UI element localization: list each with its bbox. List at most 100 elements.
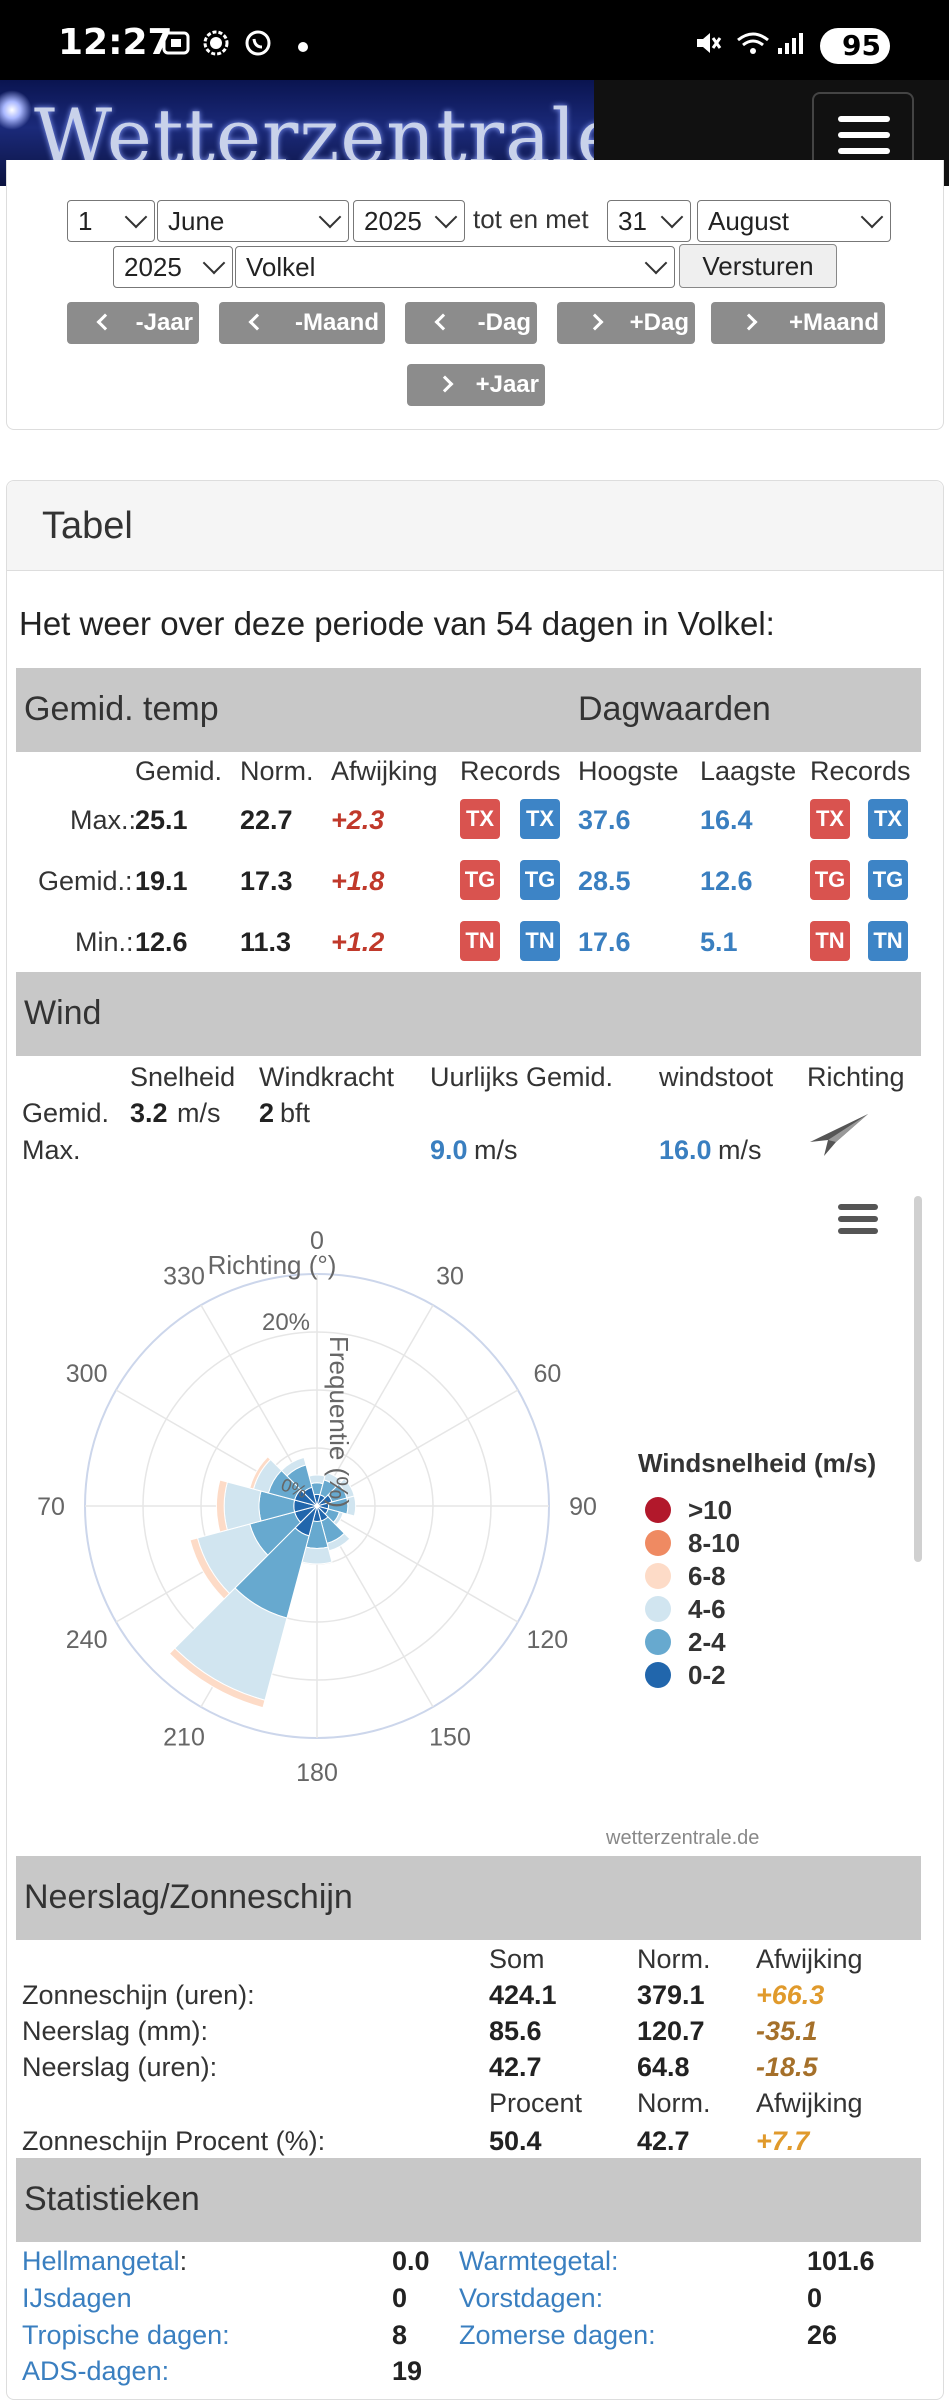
legend-label: 0-2 [688, 1660, 726, 1690]
max-lowest[interactable]: 16.4 [700, 805, 753, 835]
sun-pct-norm: 42.7 [637, 2126, 690, 2156]
chevron-left-icon [96, 313, 114, 331]
avg-highest[interactable]: 28.5 [578, 866, 631, 896]
ijs-link[interactable]: IJsdagen [22, 2283, 132, 2313]
zomer-link[interactable]: Zomerse dagen: [459, 2320, 656, 2350]
warmte-link[interactable]: Warmtegetal: [459, 2246, 619, 2276]
record-low-badge[interactable]: TN [520, 921, 560, 961]
wind-max-gust[interactable]: 16.0 [659, 1135, 712, 1165]
from-year-select[interactable]: 2025 [353, 200, 465, 242]
record-low-badge[interactable]: TN [868, 921, 908, 961]
col-records-2: Records [810, 756, 911, 786]
ads-value: 19 [392, 2356, 423, 2386]
record-high-badge[interactable]: TX [810, 799, 850, 839]
row-label-min: Min.: [75, 927, 134, 957]
to-day-select[interactable]: 31 [607, 200, 691, 242]
wind-max-label: Max. [22, 1135, 81, 1165]
col-direction: Richting [807, 1062, 905, 1092]
wind-rose-segment [280, 1456, 307, 1477]
station-select[interactable]: Volkel [235, 246, 675, 288]
record-low-badge[interactable]: TX [868, 799, 908, 839]
trop-link[interactable]: Tropische dagen: [22, 2320, 230, 2350]
precip-hours-dev: -18.5 [756, 2052, 818, 2082]
wind-rose-segment [346, 1495, 357, 1517]
from-year-value: 2025 [364, 206, 422, 236]
day-values-title: Dagwaarden [578, 690, 771, 728]
record-low-badge[interactable]: TG [520, 860, 560, 900]
from-month-value: June [168, 206, 225, 236]
notification-dot [298, 42, 308, 52]
card-header: Tabel [7, 481, 943, 571]
wind-rose-segment [249, 1456, 272, 1490]
min-highest[interactable]: 17.6 [578, 927, 631, 957]
submit-button[interactable]: Versturen [679, 244, 837, 288]
min-lowest[interactable]: 5.1 [700, 927, 738, 957]
avg-norm: 17.3 [240, 866, 293, 896]
grid-spoke [316, 1505, 519, 1623]
ijs-value: 0 [392, 2283, 408, 2313]
battery-indicator: 95 [820, 28, 890, 64]
angle-tick-label: 120 [527, 1626, 569, 1654]
legend-marker [645, 1497, 671, 1523]
prev-year-label: -Jaar [135, 309, 193, 336]
max-highest[interactable]: 37.6 [578, 805, 631, 835]
to-year-select[interactable]: 2025 [113, 246, 233, 288]
wind-avg-force-unit: bft [280, 1098, 311, 1128]
chart-menu-icon[interactable] [838, 1202, 880, 1236]
legend-marker [645, 1629, 671, 1655]
angle-tick-label: 300 [66, 1360, 108, 1388]
hellman-label[interactable]: Hellmangetal [22, 2246, 180, 2276]
record-high-badge[interactable]: TG [460, 860, 500, 900]
precip-hours-label: Neerslag (uren): [22, 2052, 218, 2082]
chart-credit[interactable]: wetterzentrale.de [605, 1827, 759, 1849]
record-low-badge[interactable]: TG [868, 860, 908, 900]
to-month-select[interactable]: August [697, 200, 891, 242]
stats-section-title: Statistieken [24, 2180, 200, 2218]
vorst-link[interactable]: Vorstdagen: [459, 2283, 604, 2313]
col-highest: Hoogste [578, 756, 679, 786]
status-bar: 12:27 95 [0, 0, 949, 80]
avg-lowest[interactable]: 12.6 [700, 866, 753, 896]
record-high-badge[interactable]: TN [460, 921, 500, 961]
row-label-avg: Gemid.: [38, 866, 133, 896]
from-day-select[interactable]: 1 [67, 200, 155, 242]
from-month-select[interactable]: June [157, 200, 349, 242]
hamburger-icon[interactable] [812, 92, 914, 172]
chevron-down-icon [434, 205, 458, 229]
record-high-badge[interactable]: TN [810, 921, 850, 961]
col-pct: Procent [489, 2088, 583, 2118]
prev-day-button[interactable]: -Dag [405, 302, 537, 344]
prev-year-button[interactable]: -Jaar [67, 302, 199, 344]
legend-label: 4-6 [688, 1594, 726, 1624]
record-high-badge[interactable]: TG [810, 860, 850, 900]
zomer-value: 26 [807, 2320, 838, 2350]
hellman-link[interactable]: Hellmangetal: [22, 2246, 187, 2277]
chevron-down-icon [660, 205, 684, 229]
next-month-label: +Maand [788, 309, 879, 336]
precip-mm-norm: 120.7 [637, 2016, 705, 2046]
precip-hours-sum: 42.7 [489, 2052, 542, 2082]
next-day-button[interactable]: +Dag [557, 302, 695, 344]
angle-tick-labels: 0 30 60 90 120 150 180 210 240 70 300 330 [37, 1227, 597, 1787]
next-year-button[interactable]: +Jaar [407, 364, 545, 406]
ads-link[interactable]: ADS-dagen: [22, 2356, 170, 2386]
record-low-badge[interactable]: TX [520, 799, 560, 839]
wind-rose-chart: 0 30 60 90 120 150 180 210 240 70 300 330 Richting … [37, 1227, 876, 1849]
chart-scrollbar[interactable] [914, 1196, 922, 1562]
chevron-left-icon [248, 313, 266, 331]
next-month-button[interactable]: +Maand [711, 302, 885, 344]
card-title: Tabel [42, 505, 133, 547]
avg-dev: +1.8 [331, 866, 385, 896]
sun-pct-label: Zonneschijn Procent (%): [22, 2126, 326, 2156]
legend-title: Windsnelheid (m/s) [638, 1448, 876, 1478]
between-label: tot en met [473, 204, 589, 234]
max-avg: 25.1 [135, 805, 188, 835]
wind-avg-speed-unit: m/s [177, 1098, 221, 1128]
record-high-badge[interactable]: TX [460, 799, 500, 839]
wind-max-hourly[interactable]: 9.0 [430, 1135, 468, 1165]
col-force: Windkracht [259, 1062, 395, 1092]
temp-section-title: Gemid. temp [24, 690, 219, 728]
grid-spoke [316, 1304, 434, 1507]
station-value: Volkel [246, 252, 316, 282]
prev-month-button[interactable]: -Maand [219, 302, 385, 344]
